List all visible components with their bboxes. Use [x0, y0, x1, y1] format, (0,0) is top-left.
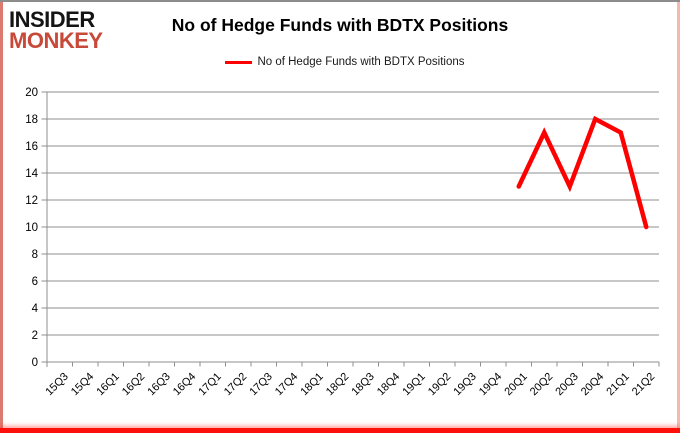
x-axis-tick-label: 16Q2 [120, 371, 148, 399]
logo-text-monkey: MONKEY [9, 28, 103, 53]
frame-edge-top [0, 0, 680, 2]
legend: No of Hedge Funds with BDTX Positions [0, 56, 680, 68]
x-axis-tick-label: 19Q3 [451, 371, 479, 399]
x-axis-tick-label: 17Q4 [273, 371, 301, 399]
y-axis-tick-label: 12 [25, 195, 38, 207]
legend-line-swatch [225, 60, 253, 64]
x-axis-tick-label: 18Q2 [324, 371, 352, 399]
x-axis-tick-label: 20Q1 [502, 371, 530, 399]
x-axis-tick-label: 16Q3 [145, 371, 173, 399]
x-axis-tick-label: 17Q2 [222, 371, 250, 399]
chart-title: No of Hedge Funds with BDTX Positions [171, 15, 509, 35]
x-axis-tick-label: 19Q4 [477, 371, 505, 399]
x-axis-tick-label: 16Q4 [171, 371, 199, 399]
y-axis-tick-label: 6 [32, 276, 38, 288]
insider-monkey-logo: INSIDER MONKEY [9, 7, 103, 53]
x-axis-tick-label: 18Q1 [298, 371, 326, 399]
x-axis-tick-label: 19Q1 [400, 371, 428, 399]
y-axis-tick-label: 20 [25, 87, 38, 99]
y-axis-tick-label: 8 [32, 249, 38, 261]
frame-edge-bottom [0, 428, 680, 433]
frame-edge-left [0, 2, 3, 433]
x-axis-tick-label: 15Q3 [43, 371, 71, 399]
data-series-line [516, 115, 649, 230]
y-axis-tick-label: 4 [32, 303, 39, 315]
x-axis-tick-label: 20Q4 [579, 371, 607, 399]
x-axis-tick-label: 21Q2 [630, 371, 658, 399]
y-axis-tick-label: 0 [32, 357, 38, 369]
legend-label: No of Hedge Funds with BDTX Positions [257, 56, 465, 68]
logo-text-insider: INSIDER [9, 7, 95, 32]
x-axis-tick-label: 20Q3 [553, 371, 581, 399]
y-axis-tick-label: 2 [32, 330, 38, 342]
x-axis-tick-label: 17Q1 [196, 371, 224, 399]
x-axis-tick-label: 20Q2 [528, 371, 556, 399]
x-axis-tick-label: 17Q3 [247, 371, 275, 399]
frame-edge-right [677, 2, 680, 433]
y-axis-tick-label: 16 [25, 141, 38, 153]
x-axis-tick-label: 16Q1 [94, 371, 122, 399]
y-axis-tick-label: 14 [25, 168, 38, 180]
x-axis-tick-label: 18Q3 [349, 371, 377, 399]
x-axis-tick-label: 21Q1 [604, 371, 632, 399]
y-axis-tick-label: 10 [25, 222, 38, 234]
y-axis-tick-label: 18 [25, 114, 38, 126]
x-axis-tick-label: 15Q4 [69, 371, 97, 399]
x-axis-tick-label: 18Q4 [375, 371, 403, 399]
x-axis-tick-label: 19Q2 [426, 371, 454, 399]
